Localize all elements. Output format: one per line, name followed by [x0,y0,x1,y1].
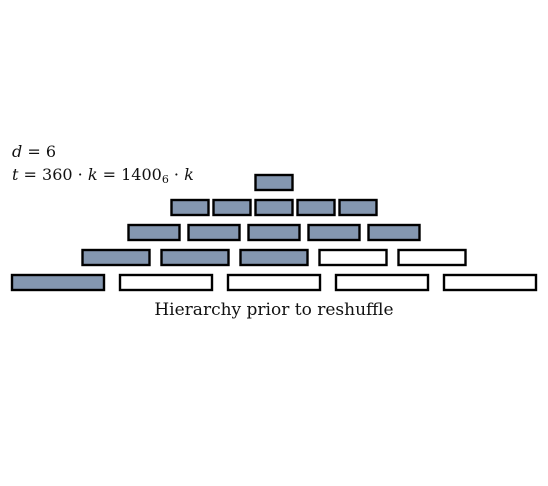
empty-block [226,273,322,292]
time-equation: t = 360 · k = 14006 · k [12,165,194,187]
filled-block [170,198,210,217]
filled-block [338,198,378,217]
dimension-equation: d = 6 [12,142,57,161]
filled-block [212,198,252,217]
filled-block [307,223,361,242]
filled-block [127,223,181,242]
empty-block [397,248,467,267]
filled-block [296,198,336,217]
filled-block [247,223,301,242]
empty-block [334,273,430,292]
filled-block [254,173,294,192]
diagram-caption: Hierarchy prior to reshuffle [154,300,394,320]
filled-block [367,223,421,242]
filled-block [254,198,294,217]
empty-block [318,248,388,267]
filled-block [187,223,241,242]
empty-block [442,273,538,292]
filled-block [10,273,106,292]
filled-block [239,248,309,267]
filled-block [81,248,151,267]
empty-block [118,273,214,292]
filled-block [160,248,230,267]
